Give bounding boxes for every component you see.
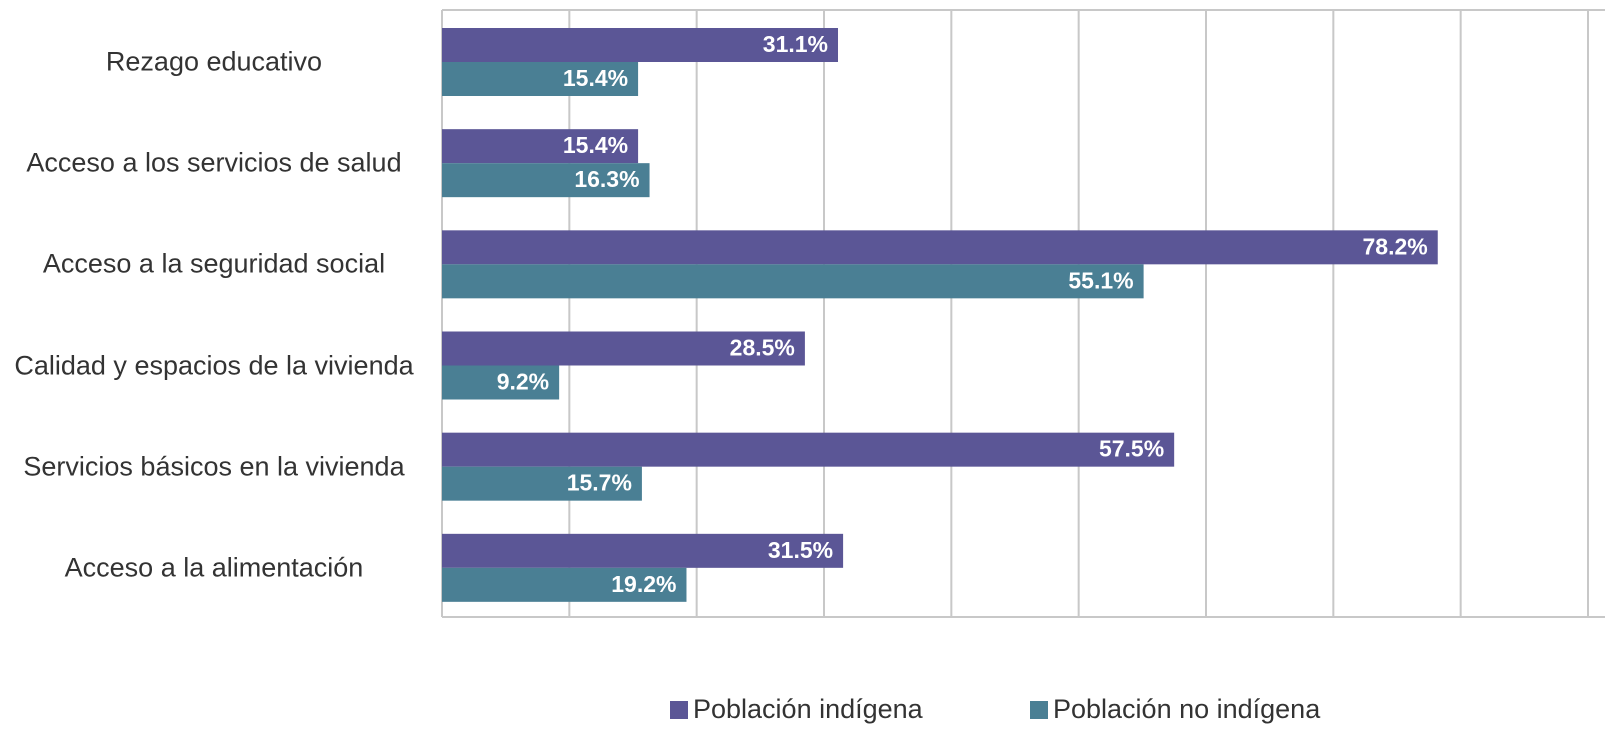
y-tick-label: Rezago educativo bbox=[105, 46, 323, 77]
data-label: 28.5% bbox=[730, 335, 795, 361]
y-tick-label: Servicios básicos en la vivienda bbox=[23, 451, 405, 482]
legend-label: Población no indígena bbox=[1053, 694, 1321, 724]
bar bbox=[442, 533, 844, 568]
data-label: 31.1% bbox=[763, 31, 828, 57]
bar bbox=[442, 62, 639, 96]
bar bbox=[442, 163, 650, 198]
data-label: 78.2% bbox=[1363, 233, 1428, 259]
data-label: 55.1% bbox=[1068, 267, 1133, 293]
bar bbox=[442, 365, 560, 400]
y-tick-label: Acceso a la alimentación bbox=[64, 552, 364, 583]
data-label: 15.4% bbox=[563, 132, 628, 158]
data-label: 57.5% bbox=[1099, 436, 1164, 462]
data-label: 9.2% bbox=[497, 369, 549, 395]
data-label: 16.3% bbox=[574, 166, 639, 192]
bar bbox=[442, 432, 1175, 467]
legend-swatch bbox=[1030, 701, 1048, 719]
data-label: 15.4% bbox=[563, 65, 628, 91]
bar bbox=[442, 230, 1438, 265]
bar bbox=[442, 466, 642, 501]
data-label: 15.7% bbox=[567, 470, 632, 496]
y-tick-label: Calidad y espacios de la vivienda bbox=[14, 350, 414, 380]
y-tick-label: Acceso a los servicios de salud bbox=[26, 147, 402, 178]
data-label: 31.5% bbox=[768, 537, 833, 563]
bar bbox=[442, 567, 687, 602]
legend-label: Población indígena bbox=[693, 694, 924, 724]
bar bbox=[442, 331, 805, 366]
bar bbox=[442, 129, 639, 164]
bar bbox=[442, 264, 1144, 299]
data-label: 19.2% bbox=[611, 571, 676, 597]
y-tick-label: Acceso a la seguridad social bbox=[42, 248, 386, 279]
bar bbox=[442, 28, 839, 62]
legend-swatch bbox=[670, 701, 688, 719]
